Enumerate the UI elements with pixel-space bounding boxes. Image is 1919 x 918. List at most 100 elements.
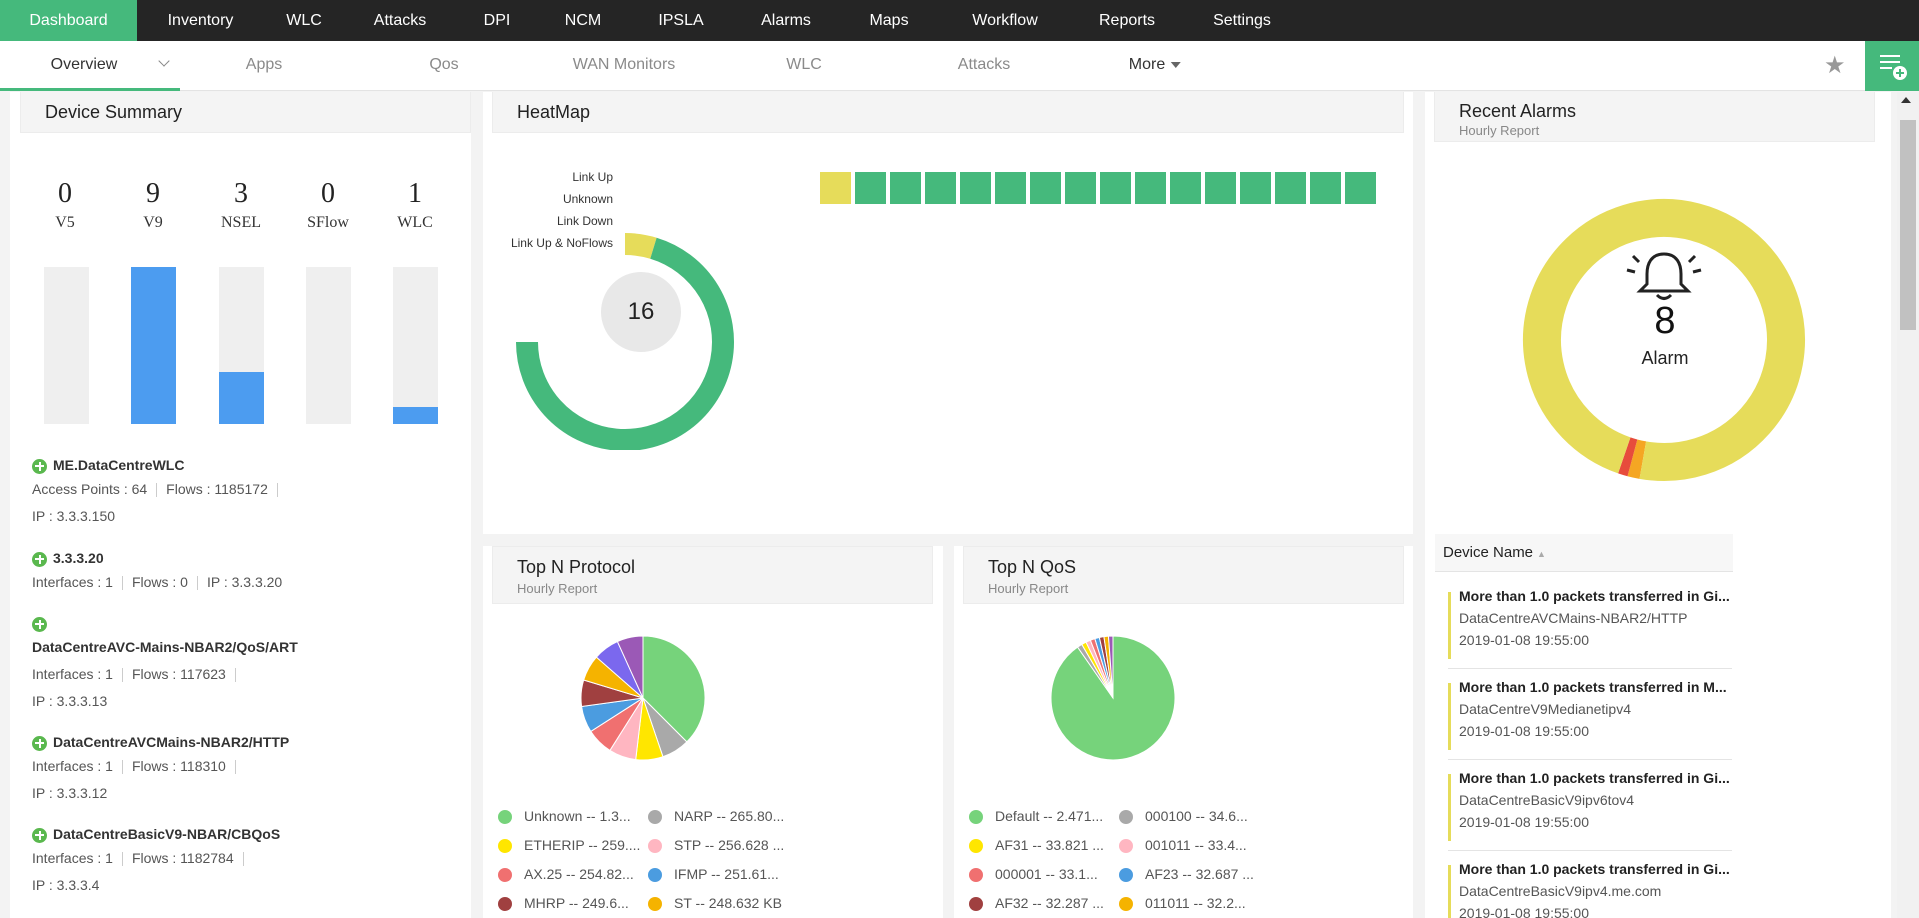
nav-inventory[interactable]: Inventory	[167, 12, 234, 29]
add-widget-button[interactable]	[1865, 41, 1919, 91]
expand-plus-icon[interactable]	[32, 551, 47, 567]
qos-pie-chart[interactable]	[1051, 636, 1181, 766]
sort-asc-icon[interactable]: ▲	[1537, 549, 1546, 559]
heatmap-cell[interactable]	[1344, 171, 1377, 205]
heatmap-cell[interactable]	[1099, 171, 1132, 205]
tab-attacks[interactable]: Attacks	[957, 56, 1011, 73]
nav-maps[interactable]: Maps	[869, 12, 909, 29]
device-name[interactable]: ME.DataCentreWLC	[53, 457, 185, 473]
legend-item[interactable]: 000001 -- 33.1...	[969, 862, 1098, 886]
heatmap-cell[interactable]	[924, 171, 957, 205]
legend-item[interactable]: AX.25 -- 254.82...	[498, 862, 634, 886]
nav-dashboard[interactable]: Dashboard	[0, 0, 137, 41]
expand-plus-icon[interactable]	[32, 827, 47, 843]
legend-item[interactable]: 001011 -- 33.4...	[1119, 833, 1247, 857]
nav-ipsla[interactable]: IPSLA	[658, 12, 704, 29]
alarm-title[interactable]: More than 1.0 packets transferred in M..…	[1459, 679, 1727, 695]
alarm-item[interactable]: More than 1.0 packets transferred in Gi.…	[1448, 766, 1732, 851]
device-name[interactable]: DataCentreBasicV9-NBAR/CBQoS	[53, 826, 281, 842]
device-name[interactable]: 3.3.3.20	[53, 550, 104, 566]
alarm-slice-trouble[interactable]	[1627, 439, 1647, 479]
device-name-row[interactable]	[32, 612, 452, 634]
heatmap-cell[interactable]	[1134, 171, 1167, 205]
nav-dpi[interactable]: DPI	[483, 12, 511, 29]
heatmap-cell[interactable]	[1239, 171, 1272, 205]
nav-settings[interactable]: Settings	[1213, 12, 1271, 29]
chevron-down-icon[interactable]	[158, 55, 170, 67]
nav-ncm[interactable]: NCM	[564, 12, 602, 29]
bar-wlc[interactable]	[393, 267, 438, 424]
pie-slice-unknown[interactable]	[642, 636, 706, 743]
heatmap-cell[interactable]	[1274, 171, 1307, 205]
tab-wan-monitors[interactable]: WAN Monitors	[572, 56, 676, 73]
star-icon[interactable]: ★	[1824, 52, 1846, 79]
expand-plus-icon[interactable]	[32, 735, 47, 751]
alarm-item[interactable]: More than 1.0 packets transferred in Gi.…	[1448, 584, 1732, 669]
legend-item[interactable]: MHRP -- 249.6...	[498, 891, 629, 915]
nav-wlc[interactable]: WLC	[286, 12, 322, 29]
bar-sflow[interactable]	[306, 267, 351, 424]
alarm-slice-critical[interactable]	[1618, 437, 1638, 477]
device-name-row[interactable]: ME.DataCentreWLC	[32, 454, 452, 476]
alarm-item[interactable]: More than 1.0 packets transferred in M..…	[1448, 675, 1732, 760]
pie-slice-other-2[interactable]	[616, 636, 644, 699]
heatmap-cell[interactable]	[1309, 171, 1342, 205]
heatmap-cell[interactable]	[854, 171, 887, 205]
legend-item[interactable]: IFMP -- 251.61...	[648, 862, 779, 886]
legend-unknown[interactable]: Unknown	[562, 192, 613, 206]
heatmap-cell[interactable]	[1204, 171, 1237, 205]
tab-apps[interactable]: Apps	[245, 56, 283, 73]
device-name-row[interactable]: DataCentreAVCMains-NBAR2/HTTP	[32, 731, 452, 753]
legend-item[interactable]: AF23 -- 32.687 ...	[1119, 862, 1254, 886]
legend-item[interactable]: Default -- 2.471...	[969, 804, 1103, 828]
device-name-row[interactable]: DataCentreBasicV9-NBAR/CBQoS	[32, 823, 452, 845]
alarm-donut[interactable]	[1514, 190, 1814, 490]
tab-wlc[interactable]: WLC	[786, 56, 822, 73]
legend-item[interactable]: AF32 -- 32.287 ...	[969, 891, 1104, 915]
scrollbar-thumb[interactable]	[1900, 120, 1916, 330]
tab-more[interactable]: More	[1129, 41, 1182, 91]
heatmap-donut[interactable]	[503, 170, 783, 450]
legend-item[interactable]: ST -- 248.632 KB	[648, 891, 782, 915]
device-name[interactable]: DataCentreAVCMains-NBAR2/HTTP	[53, 734, 290, 750]
device-name-row[interactable]: 3.3.3.20	[32, 547, 452, 569]
device-name-column-header[interactable]: Device Name ▲	[1435, 534, 1733, 572]
alarm-title[interactable]: More than 1.0 packets transferred in Gi.…	[1459, 770, 1730, 786]
legend-item[interactable]: 000100 -- 34.6...	[1119, 804, 1248, 828]
tab-qos[interactable]: Qos	[429, 56, 459, 73]
nav-workflow[interactable]: Workflow	[972, 12, 1038, 29]
legend-item[interactable]: Unknown -- 1.3...	[498, 804, 631, 828]
legend-item[interactable]: AF31 -- 33.821 ...	[969, 833, 1104, 857]
heatmap-cell[interactable]	[889, 171, 922, 205]
alarm-title[interactable]: More than 1.0 packets transferred in Gi.…	[1459, 588, 1730, 604]
protocol-pie-chart[interactable]	[581, 636, 711, 766]
bar-v5[interactable]	[44, 267, 89, 424]
expand-plus-icon[interactable]	[32, 616, 47, 632]
tab-overview[interactable]: Overview	[50, 56, 118, 73]
alarm-slice-attention[interactable]	[1523, 199, 1805, 481]
bar-v9[interactable]	[131, 267, 176, 424]
scroll-up-arrow-icon[interactable]	[1901, 97, 1911, 103]
heatmap-cell[interactable]	[1064, 171, 1097, 205]
legend-item[interactable]: NARP -- 265.80...	[648, 804, 784, 828]
legend-link-up-noflows[interactable]: Link Up & NoFlows	[510, 236, 613, 250]
legend-link-up[interactable]: Link Up	[572, 170, 613, 184]
heatmap-cell[interactable]	[1029, 171, 1062, 205]
legend-item[interactable]: STP -- 256.628 ...	[648, 833, 784, 857]
legend-item[interactable]: ETHERIP -- 259....	[498, 833, 640, 857]
legend-item[interactable]: 011011 -- 32.2...	[1119, 891, 1246, 915]
heatmap-cell[interactable]	[1169, 171, 1202, 205]
heatmap-cell[interactable]	[994, 171, 1027, 205]
nav-attacks[interactable]: Attacks	[373, 12, 427, 29]
bar-nsel[interactable]	[219, 267, 264, 424]
pie-slice-other[interactable]	[1107, 636, 1114, 699]
nav-reports[interactable]: Reports	[1098, 12, 1156, 29]
device-name[interactable]: DataCentreAVC-Mains-NBAR2/QoS/ART	[32, 639, 298, 655]
alarm-title[interactable]: More than 1.0 packets transferred in Gi.…	[1459, 861, 1730, 877]
alarm-item[interactable]: More than 1.0 packets transferred in Gi.…	[1448, 857, 1732, 918]
heatmap-cell[interactable]	[959, 171, 992, 205]
nav-alarms[interactable]: Alarms	[761, 12, 811, 29]
heatmap-cell[interactable]	[819, 171, 852, 205]
legend-link-down[interactable]: Link Down	[556, 214, 613, 228]
expand-plus-icon[interactable]	[32, 458, 47, 474]
